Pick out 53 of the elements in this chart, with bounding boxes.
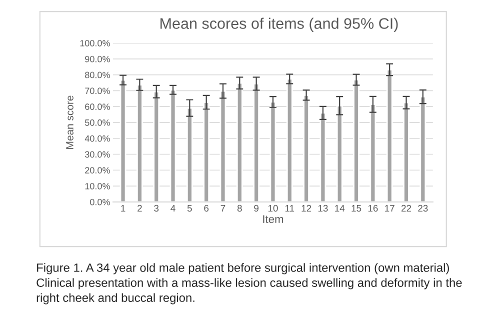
- bar: [370, 104, 376, 202]
- x-tick-label: 11: [285, 205, 294, 212]
- x-tick-label: 6: [204, 204, 209, 212]
- y-tick-label: 30.0%: [85, 151, 110, 158]
- y-tick-label: 40.0%: [84, 135, 110, 142]
- bar: [270, 101, 276, 202]
- bar: [403, 102, 410, 202]
- bar: [320, 112, 326, 202]
- y-axis-title: Mean score: [66, 96, 74, 149]
- bar: [286, 78, 293, 202]
- x-tick-label: 22: [401, 204, 412, 212]
- x-tick-label: 3: [154, 204, 159, 212]
- x-tick-label: 4: [170, 205, 176, 212]
- y-tick-label: 70.0%: [85, 88, 110, 94]
- bar: [353, 79, 360, 202]
- x-tick-label: 23: [418, 204, 428, 212]
- x-axis-title: Item: [263, 215, 284, 224]
- x-tick-label: 15: [352, 205, 362, 212]
- x-tick-label: 10: [268, 204, 278, 212]
- bar: [153, 90, 160, 202]
- y-tick-label: 20.0%: [85, 167, 110, 174]
- x-tick-label: 7: [220, 205, 226, 212]
- bar: [253, 83, 260, 202]
- y-tick-label: 0.0%: [90, 198, 110, 206]
- bar: [420, 96, 426, 202]
- bar: [236, 82, 243, 202]
- bar: [303, 94, 310, 202]
- x-tick-label: 13: [318, 204, 328, 212]
- y-tick-label: 60.0%: [85, 104, 110, 110]
- bar: [203, 102, 210, 202]
- bar: [120, 79, 126, 202]
- x-tick-label: 2: [138, 204, 142, 212]
- bar: [386, 69, 393, 202]
- y-tick-label: 80.0%: [85, 72, 110, 78]
- x-tick-label: 1: [121, 205, 126, 212]
- y-tick-label: 10.0%: [85, 182, 110, 190]
- x-tick-label: 16: [368, 204, 378, 212]
- x-tick-label: 14: [335, 205, 345, 212]
- y-tick-label: 90.0%: [85, 56, 110, 62]
- y-tick-label: 100.0%: [80, 40, 110, 46]
- x-tick-label: 17: [385, 205, 394, 212]
- bar: [136, 84, 143, 202]
- bar: [186, 107, 193, 202]
- bar: [220, 90, 226, 202]
- chart-title: Mean scores of items (and 95% CI): [160, 18, 398, 32]
- x-tick-label: 9: [254, 204, 258, 212]
- y-tick-label: 50.0%: [85, 119, 110, 126]
- bar: [336, 104, 343, 202]
- x-tick-label: 5: [187, 205, 192, 212]
- x-tick-label: 12: [302, 204, 312, 212]
- bar: [170, 89, 176, 202]
- x-tick-label: 8: [237, 204, 242, 212]
- caption: Figure 1. A 34 year old male patient before surgical intervention (own material) Clinical presentation with a mass-like lesion caused swelling and deformity in the right cheek and buccal region.: [36, 263, 462, 304]
